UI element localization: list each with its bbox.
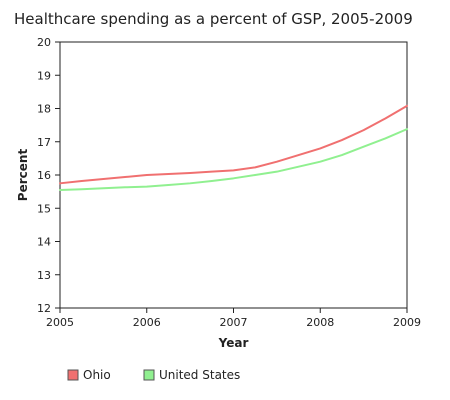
y-tick-label: 15: [37, 202, 51, 215]
y-tick-label: 18: [37, 103, 51, 116]
y-axis: 12 13 14 15 16 17 18 19 20: [37, 36, 60, 315]
series-line-united-states: [59, 128, 408, 191]
x-axis-label: Year: [218, 336, 249, 350]
y-tick-label: 20: [37, 36, 51, 49]
legend-item-ohio[interactable]: Ohio: [67, 368, 111, 382]
chart-title: Healthcare spending as a percent of GSP,…: [14, 10, 413, 28]
plot-frame: [59, 41, 408, 309]
y-tick-label: 13: [37, 269, 51, 282]
plot-area: [59, 41, 408, 309]
legend-swatch: [67, 369, 79, 381]
x-tick-label: 2008: [306, 316, 334, 329]
legend-label: United States: [159, 368, 240, 382]
y-tick-label: 14: [37, 236, 51, 249]
x-tick-label: 2006: [133, 316, 161, 329]
x-axis: 2005 2006 2007 2008 2009: [46, 308, 421, 329]
y-tick-label: 17: [37, 136, 51, 149]
y-axis-label: Percent: [16, 149, 30, 202]
legend: Ohio United States: [67, 368, 240, 382]
series-lines: [59, 104, 408, 191]
legend-label: Ohio: [83, 368, 111, 382]
series-line-ohio: [59, 104, 408, 185]
x-tick-label: 2005: [46, 316, 74, 329]
y-tick-label: 12: [37, 302, 51, 315]
legend-swatch: [143, 369, 155, 381]
y-tick-label: 16: [37, 169, 51, 182]
legend-item-united-states[interactable]: United States: [143, 368, 240, 382]
x-tick-label: 2009: [393, 316, 421, 329]
x-tick-label: 2007: [220, 316, 248, 329]
y-tick-label: 19: [37, 69, 51, 82]
